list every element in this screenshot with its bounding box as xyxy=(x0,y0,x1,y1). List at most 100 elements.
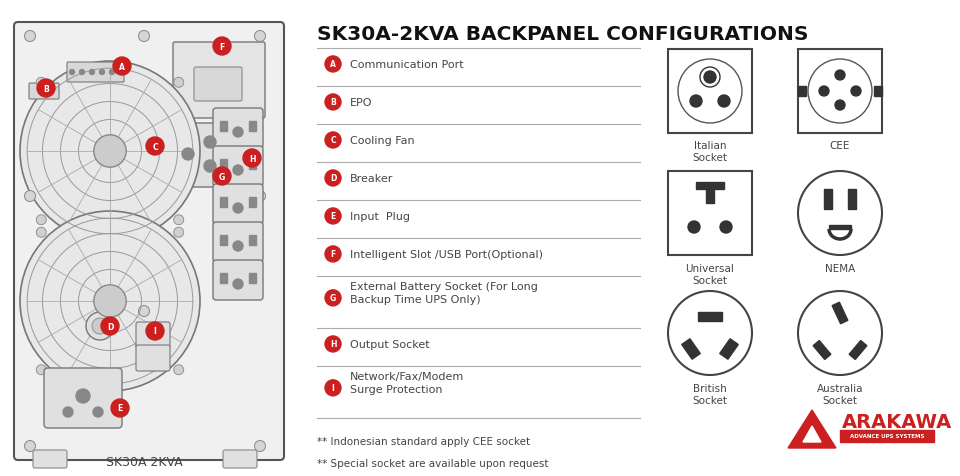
Bar xyxy=(840,430,934,442)
Circle shape xyxy=(94,136,126,168)
FancyBboxPatch shape xyxy=(136,322,170,348)
Circle shape xyxy=(233,204,243,214)
FancyBboxPatch shape xyxy=(668,50,752,134)
Text: C: C xyxy=(153,142,157,151)
Circle shape xyxy=(100,70,105,75)
Circle shape xyxy=(668,291,752,375)
Text: SK30A 2KVA: SK30A 2KVA xyxy=(106,455,182,468)
Text: ** Indonesian standard apply CEE socket: ** Indonesian standard apply CEE socket xyxy=(317,436,530,446)
Bar xyxy=(706,184,714,204)
Bar xyxy=(249,159,256,169)
Bar xyxy=(249,122,256,132)
Text: External Battery Socket (For Long
Backup Time UPS Only): External Battery Socket (For Long Backup… xyxy=(350,282,538,305)
FancyBboxPatch shape xyxy=(668,172,752,256)
Bar xyxy=(682,339,700,359)
Text: ARAKAWA: ARAKAWA xyxy=(842,413,952,432)
Text: C: C xyxy=(330,136,336,145)
Circle shape xyxy=(182,149,194,161)
Circle shape xyxy=(94,285,126,317)
Circle shape xyxy=(36,78,46,88)
FancyBboxPatch shape xyxy=(33,450,67,468)
Circle shape xyxy=(835,101,845,111)
Bar xyxy=(829,226,851,229)
Text: D: D xyxy=(330,174,336,183)
Text: Australia
Socket: Australia Socket xyxy=(817,383,863,406)
Circle shape xyxy=(93,407,103,417)
Circle shape xyxy=(254,441,266,452)
Bar xyxy=(220,236,227,246)
Circle shape xyxy=(325,290,341,306)
Bar xyxy=(832,303,848,324)
Circle shape xyxy=(109,70,114,75)
Circle shape xyxy=(213,168,231,186)
Circle shape xyxy=(705,73,715,83)
Circle shape xyxy=(174,78,183,88)
Circle shape xyxy=(25,191,36,202)
Text: G: G xyxy=(330,294,336,303)
Circle shape xyxy=(113,58,131,76)
Circle shape xyxy=(146,322,164,340)
Text: A: A xyxy=(330,60,336,69)
FancyBboxPatch shape xyxy=(194,68,242,102)
Circle shape xyxy=(325,170,341,187)
Circle shape xyxy=(63,407,73,417)
Circle shape xyxy=(325,336,341,352)
Circle shape xyxy=(174,228,183,238)
Circle shape xyxy=(325,57,341,73)
Circle shape xyxy=(720,221,732,234)
FancyBboxPatch shape xyxy=(67,63,124,83)
Bar xyxy=(850,341,867,360)
Circle shape xyxy=(138,31,150,42)
FancyBboxPatch shape xyxy=(173,43,265,119)
Circle shape xyxy=(36,215,46,225)
Circle shape xyxy=(111,399,129,417)
FancyBboxPatch shape xyxy=(213,223,263,262)
Circle shape xyxy=(851,87,861,97)
Circle shape xyxy=(233,241,243,251)
Circle shape xyxy=(36,228,46,238)
Text: CEE: CEE xyxy=(829,141,851,151)
Bar xyxy=(824,189,832,209)
Bar xyxy=(798,87,806,97)
Circle shape xyxy=(688,221,700,234)
Text: H: H xyxy=(249,154,255,163)
Circle shape xyxy=(20,62,200,241)
Circle shape xyxy=(325,133,341,149)
Circle shape xyxy=(25,31,36,42)
Text: I: I xyxy=(331,384,334,393)
Text: Input  Plug: Input Plug xyxy=(350,211,410,221)
Text: Cooling Fan: Cooling Fan xyxy=(350,136,415,146)
Text: E: E xyxy=(117,404,123,413)
FancyBboxPatch shape xyxy=(29,84,59,100)
Circle shape xyxy=(69,70,75,75)
FancyBboxPatch shape xyxy=(213,147,263,187)
Text: Output Socket: Output Socket xyxy=(350,339,430,349)
Circle shape xyxy=(89,70,94,75)
Circle shape xyxy=(76,389,90,403)
Circle shape xyxy=(835,71,845,81)
Text: F: F xyxy=(220,42,225,51)
FancyBboxPatch shape xyxy=(14,23,284,460)
Text: Italian
Socket: Italian Socket xyxy=(692,141,728,163)
Text: ADVANCE UPS SYSTEMS: ADVANCE UPS SYSTEMS xyxy=(850,434,924,438)
Bar xyxy=(249,273,256,283)
Circle shape xyxy=(92,318,108,334)
Circle shape xyxy=(20,211,200,391)
Text: EPO: EPO xyxy=(350,98,372,108)
Bar xyxy=(249,198,256,208)
Text: Communication Port: Communication Port xyxy=(350,60,464,70)
Text: I: I xyxy=(154,327,156,336)
Circle shape xyxy=(700,68,720,88)
Circle shape xyxy=(798,291,882,375)
FancyBboxPatch shape xyxy=(798,50,882,134)
Bar xyxy=(220,122,227,132)
FancyBboxPatch shape xyxy=(213,109,263,149)
Circle shape xyxy=(213,38,231,56)
Text: F: F xyxy=(330,250,336,259)
Bar xyxy=(696,183,724,189)
Bar xyxy=(220,273,227,283)
Text: B: B xyxy=(330,98,336,107)
Bar xyxy=(720,339,738,359)
Text: SK30A-2KVA BACKPANEL CONFIGURATIONS: SK30A-2KVA BACKPANEL CONFIGURATIONS xyxy=(317,25,808,44)
Circle shape xyxy=(819,87,829,97)
